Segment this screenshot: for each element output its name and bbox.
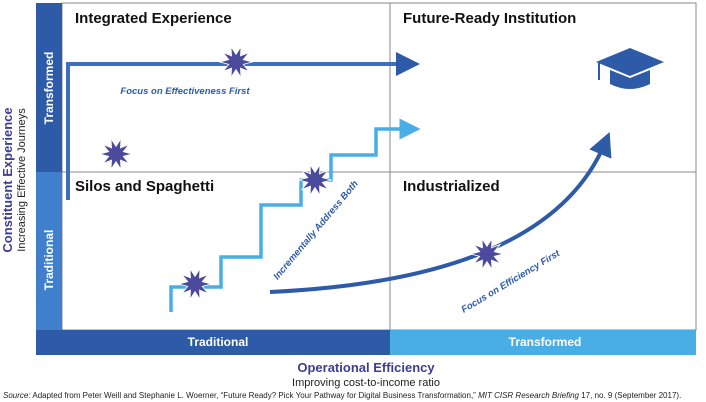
plot-frame — [61, 2, 697, 331]
y-bar-low — [36, 172, 62, 330]
graduation-cap-icon — [596, 48, 664, 89]
source-rest: 17, no. 9 (September 2017). — [579, 391, 681, 400]
incremental-arrow — [169, 118, 421, 312]
source-label: Source: — [3, 391, 31, 400]
y-title: Constituent Experience — [0, 107, 15, 252]
path-label: Focus on Effectiveness First — [120, 86, 250, 97]
x-subtitle: Improving cost-to-income ratio — [292, 377, 440, 389]
source-journal: MIT CISR Research Briefing — [478, 391, 579, 400]
source-text: Adapted from Peter Weill and Stephanie L… — [31, 391, 479, 400]
quadrant-title: Future-Ready Institution — [403, 10, 576, 27]
y-subtitle: Increasing Effective Journeys — [16, 108, 28, 252]
y-high: Transformed — [42, 52, 56, 125]
x-high: Transformed — [509, 335, 582, 349]
x-bar-high — [390, 330, 696, 355]
source: Source: Adapted from Peter Weill and Ste… — [3, 391, 681, 400]
quadrant-title: Silos and Spaghetti — [75, 178, 214, 195]
x-title: Operational Efficiency — [297, 360, 435, 375]
x-bar-low — [36, 330, 390, 355]
quadrant-title: Industrialized — [403, 178, 500, 195]
x-low: Traditional — [188, 335, 249, 349]
y-low: Traditional — [42, 230, 56, 291]
effectiveness-arrow — [66, 52, 420, 200]
y-bar-high — [36, 3, 62, 172]
quadrant-title: Integrated Experience — [75, 10, 232, 27]
